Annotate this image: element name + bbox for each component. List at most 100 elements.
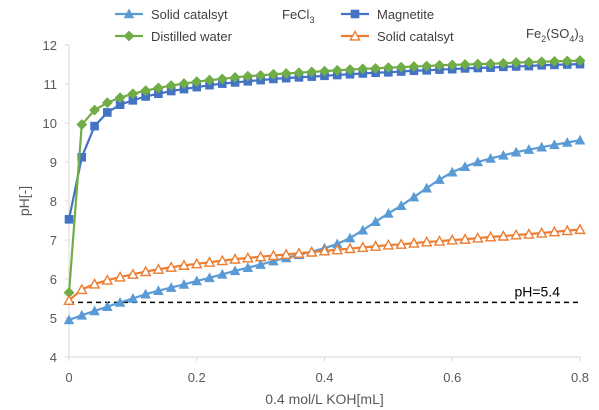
data-point [420,235,433,247]
data-point [242,262,254,273]
data-point [382,62,394,74]
data-point [357,224,369,235]
data-point [561,137,573,147]
legend-swatch-marker [123,8,135,19]
data-point [497,57,509,69]
data-point [536,141,547,152]
x-tick-label: 0.8 [571,370,589,385]
annotation-base: Fe [526,26,541,41]
data-point [190,257,203,269]
data-point [140,288,151,299]
y-tick-label: 7 [50,233,57,248]
y-tick-label: 8 [50,194,57,209]
y-tick-label: 12 [43,38,57,53]
data-point [216,73,228,85]
data-point [484,230,497,242]
data-point [446,59,458,71]
data-point [446,233,459,245]
annotation-part: ) [574,26,578,41]
data-point [536,56,548,68]
data-point [523,144,535,154]
data-point [357,63,369,75]
data-point [242,251,254,263]
data-point [101,97,113,109]
data-point [561,224,573,236]
data-point [64,215,74,224]
annotation-fe2so43: Fe2(SO4)3 [526,26,584,44]
legend-swatch-marker [123,30,135,42]
data-point [114,92,126,104]
data-point [127,293,139,303]
data-point [204,74,215,86]
data-point [548,225,561,237]
series-3 [63,223,586,306]
annotation-base: FeCl [282,7,310,22]
data-point [344,64,356,75]
data-point [165,282,177,292]
data-point [574,134,586,145]
y-tick-label: 4 [50,350,57,365]
legend-entry-2: Distilled water [115,29,233,44]
x-tick-label: 0 [65,370,72,385]
data-point [102,301,113,312]
data-point [421,60,433,72]
data-point [434,174,445,184]
data-point [535,226,548,238]
data-point [242,70,254,82]
data-point [485,58,496,70]
legend-label: Magnetite [377,7,434,22]
data-point [395,238,407,249]
data-point [306,66,318,78]
data-point [178,78,190,90]
x-tick-label: 0.4 [315,370,333,385]
data-point [344,242,356,254]
data-point [485,153,496,163]
data-point [293,247,305,258]
data-point [114,270,126,282]
data-point [523,228,535,239]
legend-entry-0: Solid catalsyt [115,7,228,22]
x-tick-label: 0.6 [443,370,461,385]
data-point [510,228,522,240]
y-tick-label: 6 [50,272,57,287]
data-point [472,58,484,70]
data-point [305,246,318,257]
data-point [318,244,331,256]
legend-entry-1: Magnetite [341,7,434,22]
data-point [459,233,471,244]
y-axis-title: pH[-] [16,186,32,216]
annotation-fecl3: FeCl3 [282,7,314,25]
data-point [408,61,420,72]
data-point [76,283,88,295]
data-point [165,261,177,272]
data-point [89,305,100,316]
y-tick-label: 11 [44,77,58,92]
data-point [178,279,190,289]
y-tick-label: 5 [50,311,57,326]
data-point [369,240,382,251]
data-point [268,255,279,266]
x-tick-label: 0.2 [188,370,206,385]
data-point [229,71,241,83]
data-point [293,67,305,79]
data-point [204,272,215,283]
data-point [319,65,330,77]
data-point [383,208,394,218]
data-point [127,268,139,279]
data-point [217,268,228,279]
data-point [255,259,266,269]
data-point [574,223,586,235]
data-point [472,231,484,243]
y-tick-label: 10 [43,116,57,131]
legend-label: Solid catalsyt [377,29,454,44]
data-point [63,294,75,306]
data-point [178,259,190,270]
data-point [77,153,87,162]
data-point [255,69,267,81]
legend-swatch-marker [349,29,361,41]
data-point [76,309,88,320]
data-point [254,250,267,262]
legend-entry-3: Solid catalsyt [341,29,454,44]
